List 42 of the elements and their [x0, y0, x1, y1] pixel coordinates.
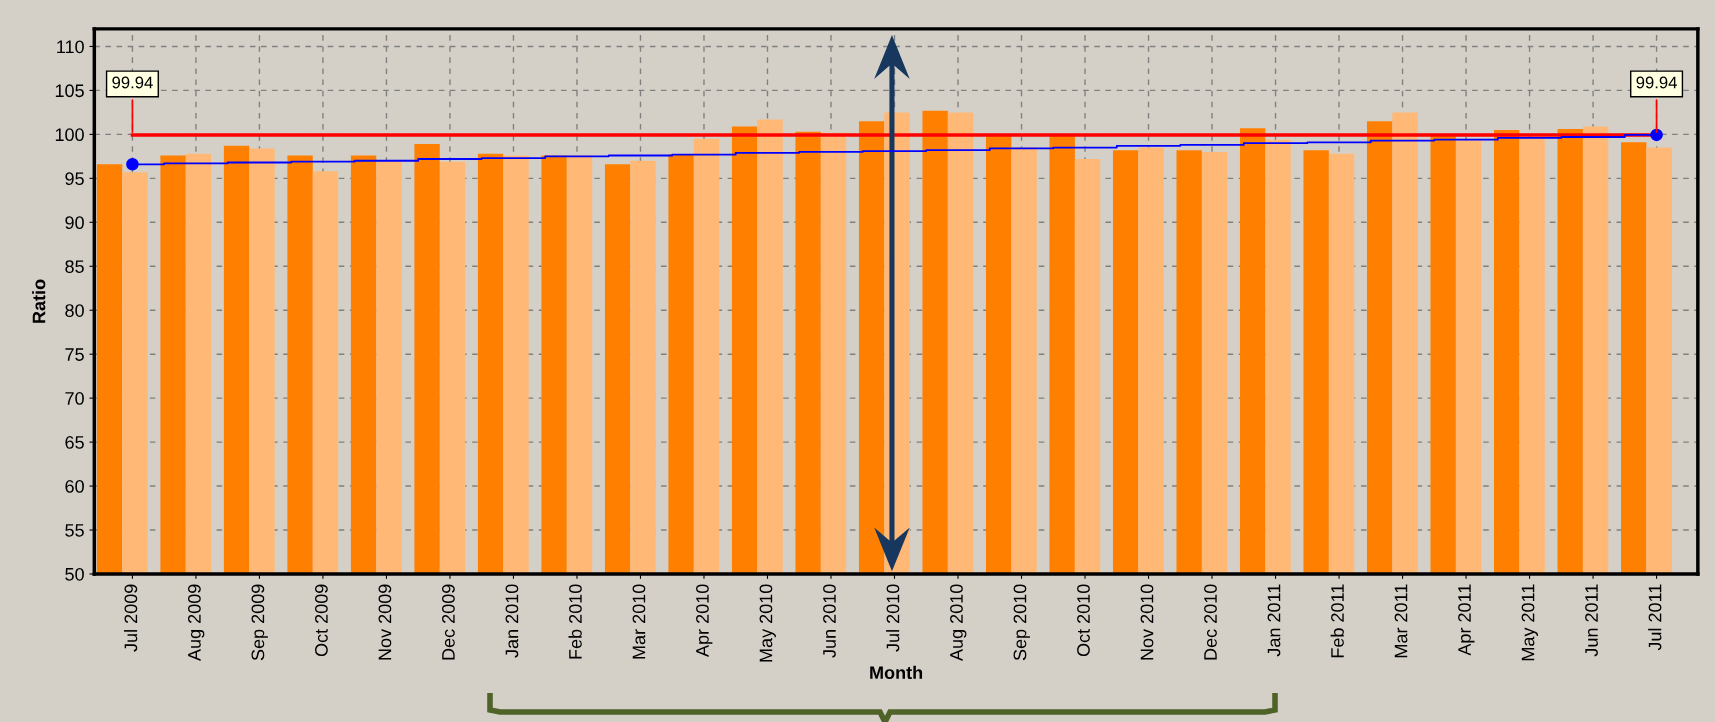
- x-tick-label: Mar 2010: [632, 584, 646, 659]
- x-tick-label: May 2010: [759, 584, 776, 662]
- x-tick-label: Oct 2010: [1077, 584, 1090, 657]
- x-tick-label: Jun 2011: [1585, 584, 1598, 657]
- y-tick-label: 75: [65, 348, 84, 361]
- annotation: 99.94: [1636, 76, 1677, 89]
- y-tick-label: 95: [65, 172, 84, 186]
- y-tick-label: 80: [65, 304, 84, 317]
- x-tick-label: Feb 2010: [568, 584, 582, 659]
- x-tick-label: Apr 2010: [696, 584, 713, 657]
- x-tick-label: Mar 2011: [1394, 584, 1408, 658]
- x-tick-label: Oct 2009: [315, 584, 328, 657]
- x-tick-label: Feb 2011: [1330, 584, 1344, 658]
- x-tick-label: Aug 2010: [950, 584, 967, 661]
- x-tick-label: May 2011: [1521, 584, 1538, 661]
- y-tick-label: 85: [65, 260, 84, 273]
- y-tick-label: 105: [55, 84, 84, 98]
- y-tick-label: 65: [65, 436, 84, 449]
- y-tick-label: 55: [65, 524, 84, 537]
- x-tick-label: Sep 2009: [251, 584, 268, 661]
- x-tick-label: Nov 2009: [378, 584, 392, 660]
- x-tick-label: Dec 2009: [442, 584, 455, 660]
- x-tick-label: Jan 2010: [505, 584, 519, 658]
- x-axis-title: Month: [870, 665, 923, 680]
- x-tick-label: Jul 2009: [124, 584, 138, 652]
- x-tick-label: Jun 2010: [823, 584, 836, 658]
- x-tick-label: Dec 2010: [1204, 584, 1217, 660]
- x-tick-label: Jan 2011: [1267, 584, 1281, 657]
- x-tick-label: Sep 2010: [1013, 584, 1030, 661]
- annotation: 99.94: [112, 76, 153, 89]
- x-tick-label: Apr 2011: [1458, 584, 1475, 656]
- y-axis-title: Ratio: [32, 279, 46, 323]
- y-tick-label: 50: [65, 567, 84, 581]
- y-tick-label: 110: [57, 40, 84, 54]
- y-tick-label: 90: [65, 216, 84, 230]
- x-tick-label: Aug 2009: [188, 584, 205, 661]
- y-tick-label: 60: [65, 480, 84, 493]
- x-tick-label: Jul 2011: [1648, 584, 1662, 651]
- y-tick-label: 100: [55, 128, 84, 142]
- x-tick-label: Jul 2010: [886, 584, 900, 652]
- y-tick-label: 70: [65, 392, 84, 405]
- x-tick-label: Nov 2010: [1140, 584, 1154, 660]
